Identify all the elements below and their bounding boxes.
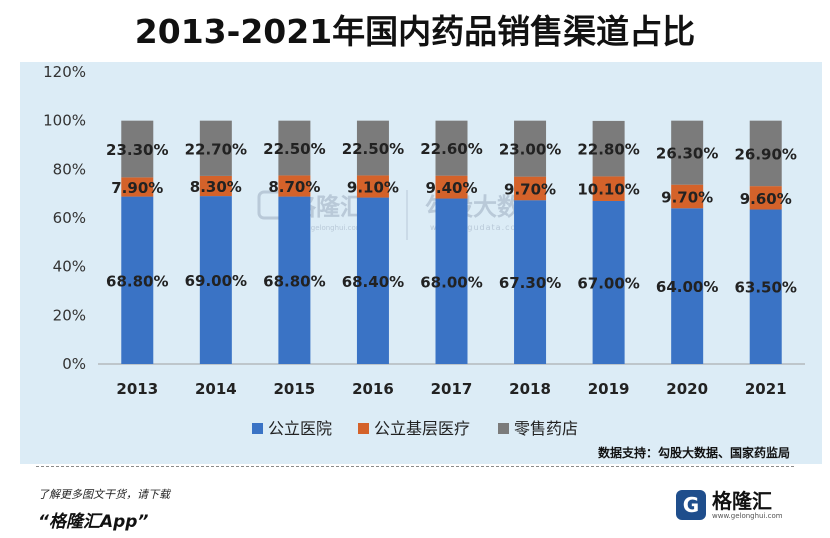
- data-label: 63.50%: [734, 279, 796, 297]
- data-label: 67.00%: [577, 274, 639, 292]
- legend-swatch: [498, 423, 509, 434]
- bar-segment: [121, 196, 154, 364]
- data-label: 69.00%: [185, 272, 247, 290]
- bar-segment: [356, 175, 389, 198]
- x-tick-label: 2016: [352, 380, 394, 398]
- data-label: 8.70%: [268, 178, 320, 196]
- data-label: 9.40%: [425, 179, 477, 197]
- bar-segment: [435, 198, 468, 364]
- x-tick-label: 2014: [195, 380, 237, 398]
- data-label: 68.00%: [420, 273, 482, 291]
- chart-title: 2013-2021年国内药品销售渠道占比: [134, 12, 696, 51]
- bar-segment: [278, 175, 311, 197]
- watermark-gelonghui-url: www.gelonghui.com: [292, 224, 363, 232]
- bar-segment: [749, 186, 782, 210]
- legend-swatch: [358, 423, 369, 434]
- x-tick-label: 2018: [509, 380, 551, 398]
- y-tick-label: 100%: [43, 112, 86, 130]
- data-label: 9.70%: [661, 188, 713, 206]
- watermark-gogudata-url: www.gogudata.com: [430, 223, 525, 232]
- stacked-bar-chart: 格隆汇www.gelonghui.com勾股大数据www.gogudata.co…: [43, 63, 805, 438]
- bar-segment: [435, 120, 468, 176]
- bar-segment: [121, 177, 154, 197]
- data-label: 67.30%: [499, 274, 561, 292]
- bar-segment: [514, 176, 547, 201]
- data-source: 数据支持：勾股大数据、国家药监局: [597, 446, 790, 460]
- y-tick-label: 0%: [62, 355, 86, 373]
- data-label: 8.30%: [190, 178, 242, 196]
- logo-mark-icon: G: [676, 490, 706, 520]
- bar-segment: [514, 120, 547, 177]
- bar-segment: [749, 120, 782, 187]
- x-tick-label: 2015: [274, 380, 316, 398]
- bar-segment: [514, 200, 547, 364]
- bar-segment: [592, 176, 625, 201]
- data-label: 22.70%: [185, 140, 247, 158]
- data-label: 9.60%: [740, 190, 792, 208]
- x-tick-label: 2013: [116, 380, 158, 398]
- bar-segment: [121, 120, 154, 178]
- bar-segment: [671, 120, 704, 185]
- data-label: 23.00%: [499, 141, 561, 159]
- y-tick-label: 20%: [53, 306, 86, 324]
- x-tick-label: 2021: [745, 380, 787, 398]
- logo-name: 格隆汇: [712, 488, 772, 513]
- bar-segment: [356, 120, 389, 176]
- legend-label: 零售药店: [514, 419, 578, 438]
- y-tick-label: 80%: [53, 160, 86, 178]
- bar-segment: [356, 197, 389, 364]
- data-label: 68.40%: [342, 273, 404, 291]
- chart-area: 格隆汇 www.gelonghui.com 勾股大数据 www.gogudata.co…: [20, 62, 822, 464]
- data-label: 26.90%: [734, 145, 796, 163]
- bar-segment: [592, 200, 625, 364]
- y-tick-label: 60%: [53, 209, 86, 227]
- data-label: 22.50%: [263, 140, 325, 158]
- divider: [36, 466, 794, 467]
- data-label: 7.90%: [111, 179, 163, 197]
- data-label: 22.60%: [420, 140, 482, 158]
- bar-segment: [592, 120, 625, 177]
- bar-segment: [199, 175, 232, 197]
- x-tick-label: 2020: [666, 380, 708, 398]
- bar-segment: [199, 120, 232, 176]
- legend-swatch: [252, 423, 263, 434]
- x-tick-label: 2017: [431, 380, 473, 398]
- data-label: 68.80%: [106, 272, 168, 290]
- legend-label: 公立医院: [268, 419, 332, 438]
- bar-segment: [278, 120, 311, 176]
- footer-note: 了解更多图文干货，请下载: [38, 488, 170, 501]
- data-label: 64.00%: [656, 278, 718, 296]
- x-tick-label: 2019: [588, 380, 630, 398]
- data-label: 9.70%: [504, 180, 556, 198]
- data-label: 22.50%: [342, 140, 404, 158]
- bar-segment: [749, 209, 782, 364]
- logo-url: www.gelonghui.com: [712, 511, 783, 520]
- data-label: 26.30%: [656, 145, 718, 163]
- gelonghui-logo: G 格隆汇 www.gelonghui.com: [676, 487, 783, 523]
- y-tick-label: 120%: [43, 63, 86, 81]
- data-label: 10.10%: [577, 181, 639, 199]
- data-label: 22.80%: [577, 141, 639, 159]
- footer-app-name: “格隆汇App”: [38, 512, 149, 532]
- bar-segment: [199, 196, 232, 364]
- bar-segment: [671, 184, 704, 209]
- data-label: 68.80%: [263, 272, 325, 290]
- data-label: 23.30%: [106, 141, 168, 159]
- y-tick-label: 40%: [53, 258, 86, 276]
- data-label: 9.10%: [347, 178, 399, 196]
- bar-segment: [278, 196, 311, 364]
- bar-segment: [435, 175, 468, 199]
- bar-segment: [671, 208, 704, 364]
- legend-label: 公立基层医疗: [374, 419, 470, 438]
